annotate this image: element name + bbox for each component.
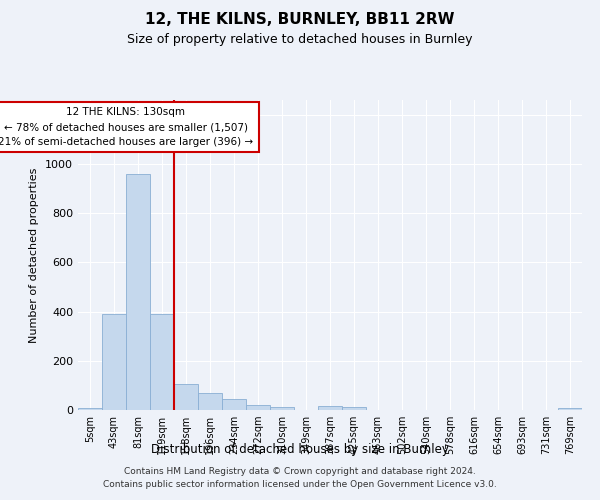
Bar (198, 393, 222, 410)
Bar (558, 408, 582, 410)
Text: Contains HM Land Registry data © Crown copyright and database right 2024.: Contains HM Land Registry data © Crown c… (124, 468, 476, 476)
Bar (126, 174, 150, 410)
Bar (222, 399, 246, 410)
Bar (174, 384, 198, 410)
Bar (78, 408, 102, 410)
Text: 12 THE KILNS: 130sqm
← 78% of detached houses are smaller (1,507)
21% of semi-de: 12 THE KILNS: 130sqm ← 78% of detached h… (0, 108, 254, 147)
Bar (102, 314, 126, 410)
Bar (270, 407, 294, 410)
Text: Distribution of detached houses by size in Burnley: Distribution of detached houses by size … (151, 442, 449, 456)
Bar (246, 404, 270, 410)
Text: 12, THE KILNS, BURNLEY, BB11 2RW: 12, THE KILNS, BURNLEY, BB11 2RW (145, 12, 455, 28)
Bar (342, 407, 366, 410)
Bar (318, 406, 342, 410)
Bar (150, 314, 174, 410)
Y-axis label: Number of detached properties: Number of detached properties (29, 168, 40, 342)
Text: Contains public sector information licensed under the Open Government Licence v3: Contains public sector information licen… (103, 480, 497, 489)
Text: Size of property relative to detached houses in Burnley: Size of property relative to detached ho… (127, 32, 473, 46)
